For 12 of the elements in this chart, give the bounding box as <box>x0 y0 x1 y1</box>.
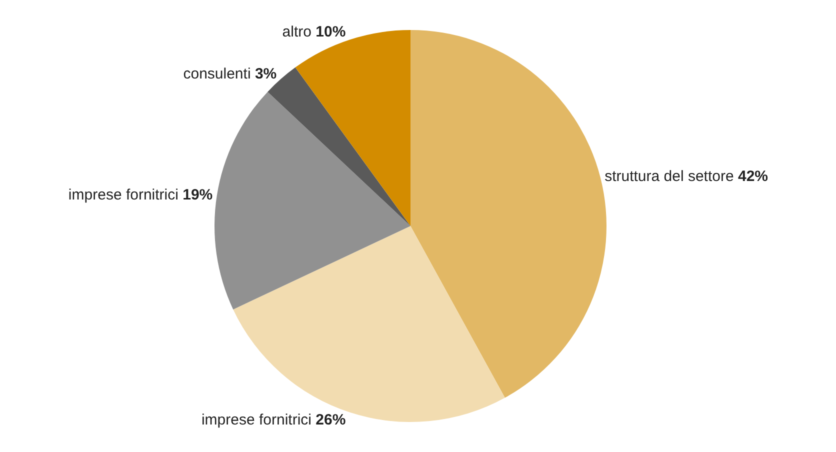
slice-label: struttura del settore <box>604 168 734 186</box>
data-label: 10% <box>316 23 346 40</box>
data-label: 3% <box>254 66 277 83</box>
data-label: 19% <box>182 186 213 204</box>
pie-slice <box>410 30 606 398</box>
slice-label: imprese fornitrici <box>201 412 312 429</box>
data-label: 42% <box>738 168 768 186</box>
slice-label: altro <box>282 23 312 40</box>
data-label: 26% <box>316 412 346 429</box>
pie-slice <box>214 92 410 310</box>
slice-label: consulenti <box>183 66 251 83</box>
slice-label: imprese fornitrici <box>68 186 178 204</box>
